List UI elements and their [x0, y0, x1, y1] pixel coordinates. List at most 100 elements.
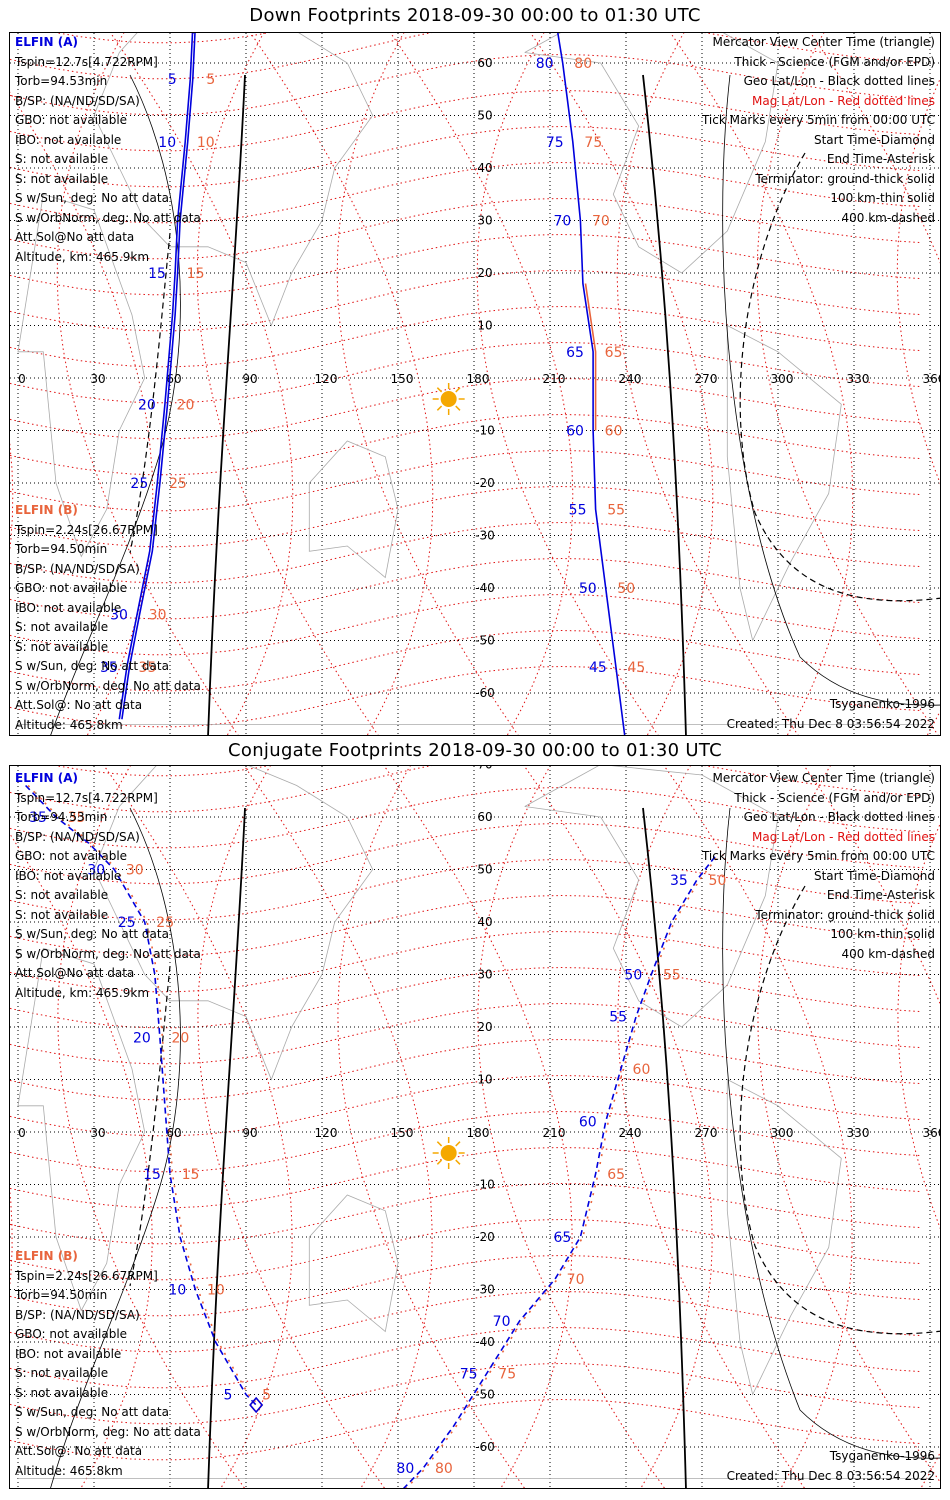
terminator-east-400km	[739, 152, 940, 602]
down-elfin-a-name: ELFIN (A)	[15, 35, 78, 49]
conj-legend-line: Mercator View Center Time (triangle)	[712, 771, 935, 785]
down-elfin-b-west-track-tick-label: 30	[149, 607, 167, 623]
down-legend-line: Mercator View Center Time (triangle)	[712, 35, 935, 49]
conj-elfin-b-info: ELFIN (B) Tspin=2.24s[26.67RPM] Torb=94.…	[15, 1247, 201, 1481]
down-elfin-b-west-track-tick-label: 10	[197, 135, 215, 151]
lon-tick-label: 30	[90, 1126, 105, 1140]
down-elfin-b-west-track-tick-label: 25	[169, 476, 187, 492]
down-elfin-a-east-track-tick-label: 45	[589, 660, 607, 676]
coastline	[308, 440, 399, 579]
conj-elfin-a-line: S: not available	[15, 888, 109, 902]
lat-tick-label: 10	[477, 1073, 492, 1087]
lon-tick-label: 300	[771, 1126, 794, 1140]
down-legend-line: Terminator: ground-thick solid	[755, 171, 935, 186]
down-elfin-a-west-track-tick-label: 30	[110, 607, 128, 623]
conj-elfin-a-east-track-tick-label: 75	[460, 1367, 478, 1383]
mag-meridian-line	[476, 33, 659, 735]
sun-ray	[455, 1141, 461, 1147]
mag-parallel-line	[10, 665, 923, 728]
down-elfin-a-east-track-tick-label: 60	[566, 424, 584, 440]
mag-parallel-line	[10, 593, 923, 656]
lon-tick-label: 180	[467, 372, 490, 386]
down-elfin-b-line: B/SP: (NA/ND/SD/SA)	[15, 561, 140, 576]
conj-elfin-a-west-track	[25, 784, 257, 1406]
down-legend-line: Mag Lat/Lon - Red dotted lines	[751, 93, 935, 108]
down-elfin-a-west-track-tick-label: 15	[148, 266, 166, 282]
lat-tick-label: 40	[477, 915, 492, 929]
down-elfin-a-west-track	[118, 33, 194, 720]
terminator-east-100km	[722, 74, 940, 706]
down-elfin-b-east-labels-tick-label: 75	[584, 135, 602, 151]
coastline	[524, 766, 779, 1028]
conj-elfin-b-line: Att.Sol@: No att data	[15, 1444, 143, 1458]
down-elfin-a-line: Altitude, km: 465.9km	[15, 249, 150, 264]
mag-parallel-line	[10, 1326, 923, 1389]
mag-parallel-line	[10, 53, 923, 116]
lat-tick-label: 20	[477, 266, 492, 280]
mag-meridian-line	[336, 33, 519, 735]
lon-tick-label: 180	[467, 1126, 490, 1140]
mag-parallel-line	[10, 1002, 923, 1065]
conj-elfin-b-name: ELFIN (B)	[15, 1249, 78, 1263]
conj-elfin-b-west-track-tick-label: 10	[207, 1283, 225, 1299]
conj-legend-line: Geo Lat/Lon - Black dotted lines	[743, 810, 935, 824]
mag-parallel-line	[10, 1146, 923, 1209]
mag-meridian-line	[757, 766, 940, 1483]
conj-elfin-a-west-track-tick-label: 35	[29, 810, 47, 826]
mag-parallel-line	[55, 766, 270, 777]
lat-tick-label: 30	[477, 214, 492, 228]
lon-tick-label: 90	[242, 1126, 257, 1140]
mag-parallel-line	[10, 1182, 923, 1245]
mag-meridian-line	[477, 766, 666, 1488]
down-legend-line: Thick - Science (FGM and/or EPD)	[734, 54, 935, 69]
mag-parallel-line	[10, 89, 923, 152]
mag-parallel-line	[10, 485, 923, 548]
lon-tick-label: 210	[543, 1126, 566, 1140]
lat-tick-label: -40	[475, 1335, 495, 1349]
conj-elfin-b-east-track-tick-label: 50	[709, 873, 727, 889]
down-elfin-a-east-track-tick-label: 70	[553, 214, 571, 230]
conj-elfin-b-line: S w/Sun, deg: No att data	[15, 1405, 169, 1419]
sun-ray	[436, 387, 443, 393]
down-map: 0 30 60 90 120 150 180 210 240 270 300 330 360 70 60 50…	[9, 32, 941, 736]
lon-tick-label: 330	[847, 1126, 870, 1140]
lat-tick-label: 70	[477, 766, 492, 772]
down-elfin-a-east-track-tick-label: 50	[579, 581, 597, 597]
coastline	[17, 947, 146, 1312]
conj-elfin-b-west-track-tick-label: 25	[156, 915, 174, 931]
coastline	[726, 325, 842, 642]
down-elfin-b-west-track-tick-label: 20	[177, 397, 195, 413]
down-legend-line: 100 km-thin solid	[830, 191, 935, 205]
down-elfin-b-line: S w/OrbNorm, deg: No att data	[15, 678, 201, 693]
conj-legend-line: 400 km-dashed	[841, 946, 935, 961]
mag-parallel-line	[55, 33, 270, 44]
coastline	[93, 33, 374, 327]
mag-meridian-line	[243, 766, 433, 1488]
lat-tick-label: -30	[475, 529, 495, 543]
down-elfin-a-line: IBO: not available	[15, 132, 122, 147]
down-model-label: Tsyganenko-1996	[829, 697, 935, 711]
coastline	[93, 766, 374, 1081]
mag-parallel-line	[10, 125, 923, 188]
conj-elfin-a-west-track-tick-label: 30	[87, 863, 105, 879]
lon-tick-label: 300	[771, 372, 794, 386]
down-elfin-b-east-track	[584, 283, 597, 431]
down-elfin-a-line: B/SP: (NA/ND/SD/SA)	[15, 93, 140, 108]
down-elfin-b-east-labels-tick-label: 50	[617, 581, 635, 597]
conj-elfin-a-east-track-tick-label: 60	[579, 1115, 597, 1131]
mag-parallel-line	[10, 1362, 923, 1425]
lat-tick-label: -10	[475, 424, 495, 438]
down-elfin-b-east-labels-tick-label: 60	[605, 424, 623, 440]
lat-tick-label: 60	[477, 56, 492, 70]
mag-parallel-line	[10, 269, 923, 332]
down-elfin-b-line: S w/Sun, deg: No att data	[15, 659, 169, 673]
conj-elfin-a-west-track-tick-label: 20	[133, 1031, 151, 1047]
conj-elfin-a-line: S w/Sun, deg: No att data	[15, 927, 169, 941]
conj-elfin-a-name: ELFIN (A)	[15, 771, 78, 785]
mag-parallel-line	[10, 413, 923, 476]
mag-meridian-line	[57, 766, 246, 1488]
lat-tick-label: 60	[477, 810, 492, 824]
lon-tick-label: 360	[923, 1126, 941, 1140]
conj-created-label: Created: Thu Dec 8 03:56:54 2022	[726, 1469, 935, 1483]
conj-elfin-b-east-track-tick-label: 70	[567, 1272, 585, 1288]
